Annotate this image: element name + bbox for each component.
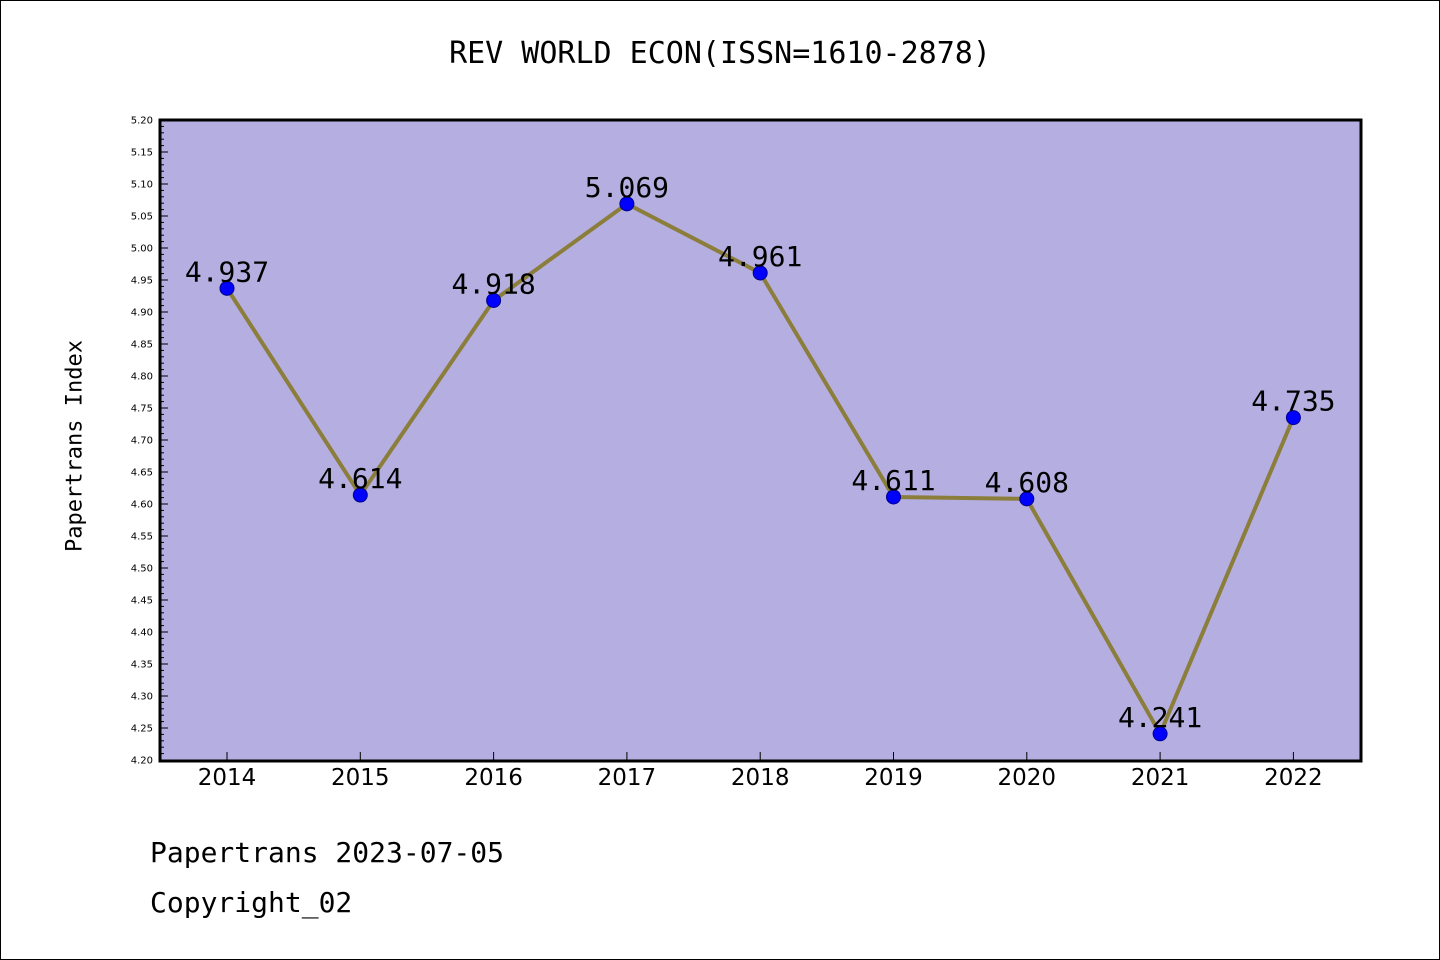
data-label: 4.608 xyxy=(985,466,1069,499)
y-tick-label: 5.20 xyxy=(131,116,153,127)
y-tick-label: 4.30 xyxy=(131,692,153,703)
x-tick-label: 2022 xyxy=(1264,765,1323,791)
data-series: 4.937 4.614 4.918 5.069 4.961 4.611 4.608 4.241… xyxy=(185,171,1336,742)
chart-title: REV WORLD ECON(ISSN=1610-2878) xyxy=(449,36,991,71)
y-axis: 4.20 4.25 4.30 4.35 4.40 4.45 4.50 4.55 4.60 4.65… xyxy=(131,116,168,767)
x-tick-label: 2017 xyxy=(598,765,657,791)
data-point xyxy=(1152,726,1168,742)
x-tick-label: 2016 xyxy=(464,765,523,791)
y-tick-label: 4.35 xyxy=(131,660,153,671)
y-tick-label: 4.55 xyxy=(131,532,153,543)
data-label: 4.241 xyxy=(1118,701,1202,734)
y-tick-label: 4.50 xyxy=(131,564,153,575)
footer-date: Papertrans 2023-07-05 xyxy=(150,836,505,869)
data-label: 5.069 xyxy=(585,171,669,204)
y-tick-label: 4.70 xyxy=(131,436,153,447)
data-point xyxy=(352,487,368,503)
y-tick-label: 4.60 xyxy=(131,500,153,511)
data-label: 4.614 xyxy=(318,462,402,495)
data-label: 4.735 xyxy=(1251,385,1335,418)
x-tick-label: 2020 xyxy=(998,765,1057,791)
y-tick-label: 4.40 xyxy=(131,628,153,639)
x-tick-label: 2019 xyxy=(864,765,923,791)
plot-area xyxy=(158,118,1363,763)
data-point xyxy=(486,292,502,308)
y-tick-label: 5.15 xyxy=(131,148,153,159)
data-point xyxy=(619,196,635,212)
y-tick-label: 4.85 xyxy=(131,340,153,351)
footer-copyright: Copyright_02 xyxy=(150,886,353,919)
data-label: 4.918 xyxy=(451,267,535,300)
y-tick-label: 4.65 xyxy=(131,468,153,479)
x-tick-label: 2021 xyxy=(1131,765,1190,791)
x-tick-label: 2014 xyxy=(198,765,257,791)
y-tick-label: 4.20 xyxy=(131,756,153,767)
y-tick-label: 5.00 xyxy=(131,244,153,255)
x-tick-label: 2018 xyxy=(731,765,790,791)
data-label: 4.961 xyxy=(718,240,802,273)
y-tick-label: 4.95 xyxy=(131,276,153,287)
data-point xyxy=(1019,491,1035,507)
y-tick-label: 4.80 xyxy=(131,372,153,383)
x-axis: 2014 2015 2016 2017 2018 2019 2020 2021 2022 xyxy=(198,752,1323,791)
y-tick-label: 5.10 xyxy=(131,180,153,191)
data-label: 4.937 xyxy=(185,255,269,288)
x-tick-label: 2015 xyxy=(331,765,390,791)
data-point xyxy=(219,280,235,296)
data-label: 4.611 xyxy=(851,464,935,497)
y-tick-label: 4.45 xyxy=(131,596,153,607)
y-tick-label: 4.90 xyxy=(131,308,153,319)
y-tick-label: 4.75 xyxy=(131,404,153,415)
data-point xyxy=(1285,410,1301,426)
data-point xyxy=(886,489,901,505)
y-tick-label: 5.05 xyxy=(131,212,153,223)
y-tick-label: 4.25 xyxy=(131,724,153,735)
data-point xyxy=(752,265,768,281)
